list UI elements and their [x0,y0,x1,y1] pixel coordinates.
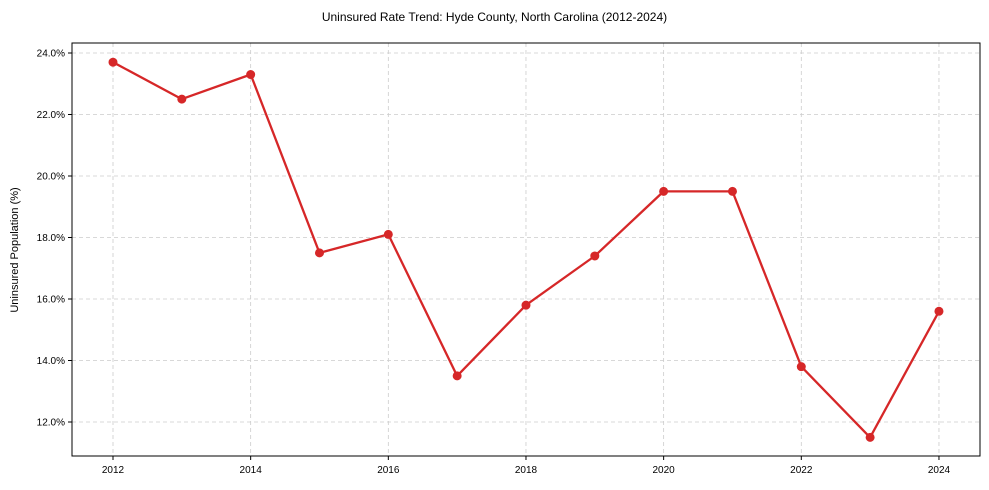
x-axis: 2012 2014 2016 2018 2020 2022 2024 [102,456,951,476]
data-point-marker [246,70,256,80]
x-tick-label: 2020 [653,465,676,476]
data-point-marker [934,306,944,316]
x-tick-label: 2024 [928,465,951,476]
grid-lines [72,43,980,456]
x-tick-label: 2018 [515,465,538,476]
data-point-marker [314,248,324,258]
chart-title: Uninsured Rate Trend: Hyde County, North… [321,10,668,24]
data-point-marker [727,186,737,196]
y-tick-label: 18.0% [37,233,65,244]
y-tick-label: 20.0% [37,172,65,183]
data-point-marker [865,432,875,442]
y-axis-label: Uninsured Population (%) [9,187,21,312]
y-tick-label: 14.0% [37,356,65,367]
data-point-marker [452,371,462,381]
data-point-marker [108,57,118,67]
y-tick-label: 22.0% [37,110,65,121]
x-tick-label: 2014 [240,465,263,476]
data-point-marker [521,300,531,310]
data-series [108,57,944,442]
x-tick-label: 2022 [790,465,813,476]
x-tick-label: 2016 [377,465,400,476]
y-axis: 12.0% 14.0% 16.0% 18.0% 20.0% 22.0% 24.0% [37,49,72,429]
data-point-marker [177,94,187,104]
data-point-marker [796,362,806,372]
y-tick-label: 24.0% [37,49,65,60]
data-point-marker [659,186,669,196]
y-tick-label: 12.0% [37,418,65,429]
x-tick-label: 2012 [102,465,125,476]
y-tick-label: 16.0% [37,295,65,306]
data-point-marker [590,251,600,261]
data-point-marker [383,229,393,239]
